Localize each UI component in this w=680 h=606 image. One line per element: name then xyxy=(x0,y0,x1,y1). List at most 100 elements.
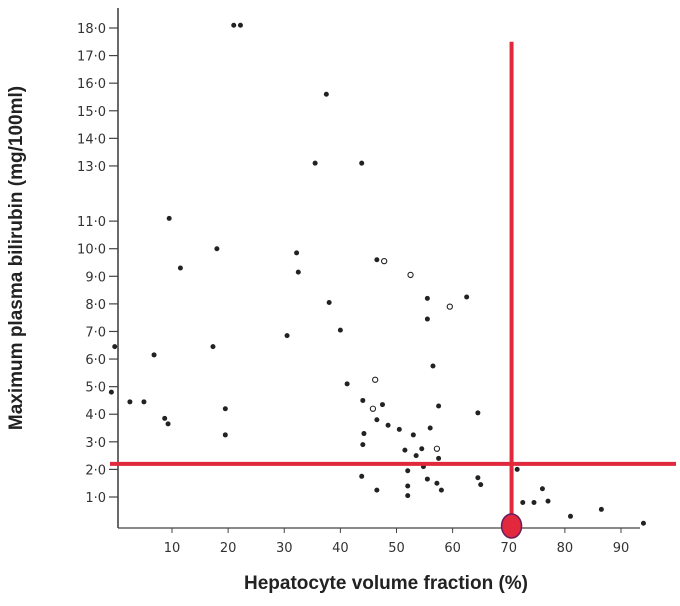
data-point xyxy=(410,432,416,438)
data-point xyxy=(360,442,366,448)
data-point xyxy=(385,422,391,428)
data-point xyxy=(214,246,220,252)
data-point xyxy=(640,520,646,526)
x-tick-group: 10 20 30 40 50 60 70 80 90 xyxy=(164,528,630,556)
data-point xyxy=(166,215,172,221)
y-tick-label: 8·0 xyxy=(85,298,106,313)
data-point xyxy=(514,466,520,472)
y-tick-label: 16·0 xyxy=(77,77,106,92)
data-point xyxy=(430,363,436,369)
data-point xyxy=(344,381,350,387)
y-tick-label: 11·0 xyxy=(77,215,106,230)
data-point xyxy=(374,257,380,263)
data-point xyxy=(374,417,380,423)
reference-lines xyxy=(110,41,676,539)
data-point xyxy=(475,410,481,416)
data-point xyxy=(438,487,444,493)
data-point xyxy=(405,468,411,474)
data-point xyxy=(379,402,385,408)
data-point xyxy=(413,453,419,459)
data-points xyxy=(108,22,646,526)
data-point xyxy=(112,344,118,350)
data-point xyxy=(434,480,440,486)
data-point xyxy=(323,91,329,97)
y-tick-label: 1·0 xyxy=(85,491,106,506)
data-point xyxy=(405,493,411,499)
data-point xyxy=(231,22,237,28)
data-point xyxy=(427,425,433,431)
y-tick-label: 3·0 xyxy=(85,436,106,451)
x-axis-title: Hepatocyte volume fraction (%) xyxy=(244,573,528,594)
y-tick-label: 2·0 xyxy=(85,463,106,478)
data-point xyxy=(177,265,183,271)
data-point xyxy=(165,421,171,427)
y-tick-label: 15·0 xyxy=(77,105,106,120)
y-tick-group: 1·0 2·0 3·0 4·0 5·0 6·0 7·0 8·0 9·0 10·0 11·0 13·0 1… xyxy=(77,22,118,506)
data-point xyxy=(405,483,411,489)
data-point xyxy=(210,344,216,350)
data-point xyxy=(360,397,366,403)
data-point xyxy=(151,352,157,358)
data-point xyxy=(237,22,243,28)
data-point-open xyxy=(433,445,441,452)
x-tick-label: 40 xyxy=(332,541,349,556)
y-tick-label: 9·0 xyxy=(85,270,106,285)
x-tick-label: 50 xyxy=(388,541,405,556)
y-tick-label: 4·0 xyxy=(85,408,106,423)
data-point xyxy=(222,406,228,412)
x-tick-label: 10 xyxy=(164,541,181,556)
data-point xyxy=(294,250,300,256)
data-point xyxy=(295,269,301,275)
x-tick-label: 30 xyxy=(276,541,293,556)
y-tick-label: 10·0 xyxy=(77,243,106,258)
data-point xyxy=(326,300,332,306)
data-point xyxy=(598,506,604,512)
data-point-open xyxy=(446,303,453,310)
y-tick-label: 6·0 xyxy=(85,353,106,368)
plot-frame xyxy=(117,8,640,529)
data-point xyxy=(359,160,365,166)
data-point xyxy=(539,486,545,492)
data-point xyxy=(419,446,425,452)
data-point xyxy=(424,295,430,301)
data-point xyxy=(475,475,481,481)
x-tick-label: 80 xyxy=(557,541,574,556)
x-tick-label: 60 xyxy=(444,541,461,556)
data-point xyxy=(222,432,228,438)
reference-marker xyxy=(500,513,523,539)
data-point xyxy=(108,389,114,395)
data-point xyxy=(284,333,290,339)
x-tick-label: 20 xyxy=(220,541,237,556)
data-point xyxy=(567,513,573,519)
y-tick-label: 7·0 xyxy=(85,325,106,340)
data-point xyxy=(424,476,430,482)
y-tick-label: 14·0 xyxy=(77,132,106,147)
data-point xyxy=(359,473,365,479)
data-point xyxy=(478,482,484,488)
x-tick-label: 90 xyxy=(613,541,630,556)
data-point xyxy=(464,294,470,300)
data-point xyxy=(436,455,442,461)
data-point-open xyxy=(369,405,377,412)
data-point xyxy=(162,415,168,421)
data-point xyxy=(396,426,402,432)
data-point xyxy=(531,500,537,506)
data-point xyxy=(312,160,318,166)
data-point xyxy=(337,327,343,333)
data-point xyxy=(520,500,526,506)
data-point xyxy=(374,487,380,493)
y-tick-label: 18·0 xyxy=(77,22,106,37)
x-tick-label: 70 xyxy=(500,541,517,556)
y-axis-title: Maximum plasma bilirubin (mg/100ml) xyxy=(6,86,27,430)
data-point xyxy=(436,403,442,409)
data-point-open xyxy=(381,257,388,265)
data-point xyxy=(361,431,367,437)
data-point xyxy=(402,447,408,453)
data-point xyxy=(545,498,551,504)
data-point xyxy=(424,316,430,322)
data-point-open xyxy=(372,376,379,383)
y-tick-label: 17·0 xyxy=(77,50,106,65)
data-point-open xyxy=(407,271,414,279)
data-point xyxy=(141,399,147,405)
